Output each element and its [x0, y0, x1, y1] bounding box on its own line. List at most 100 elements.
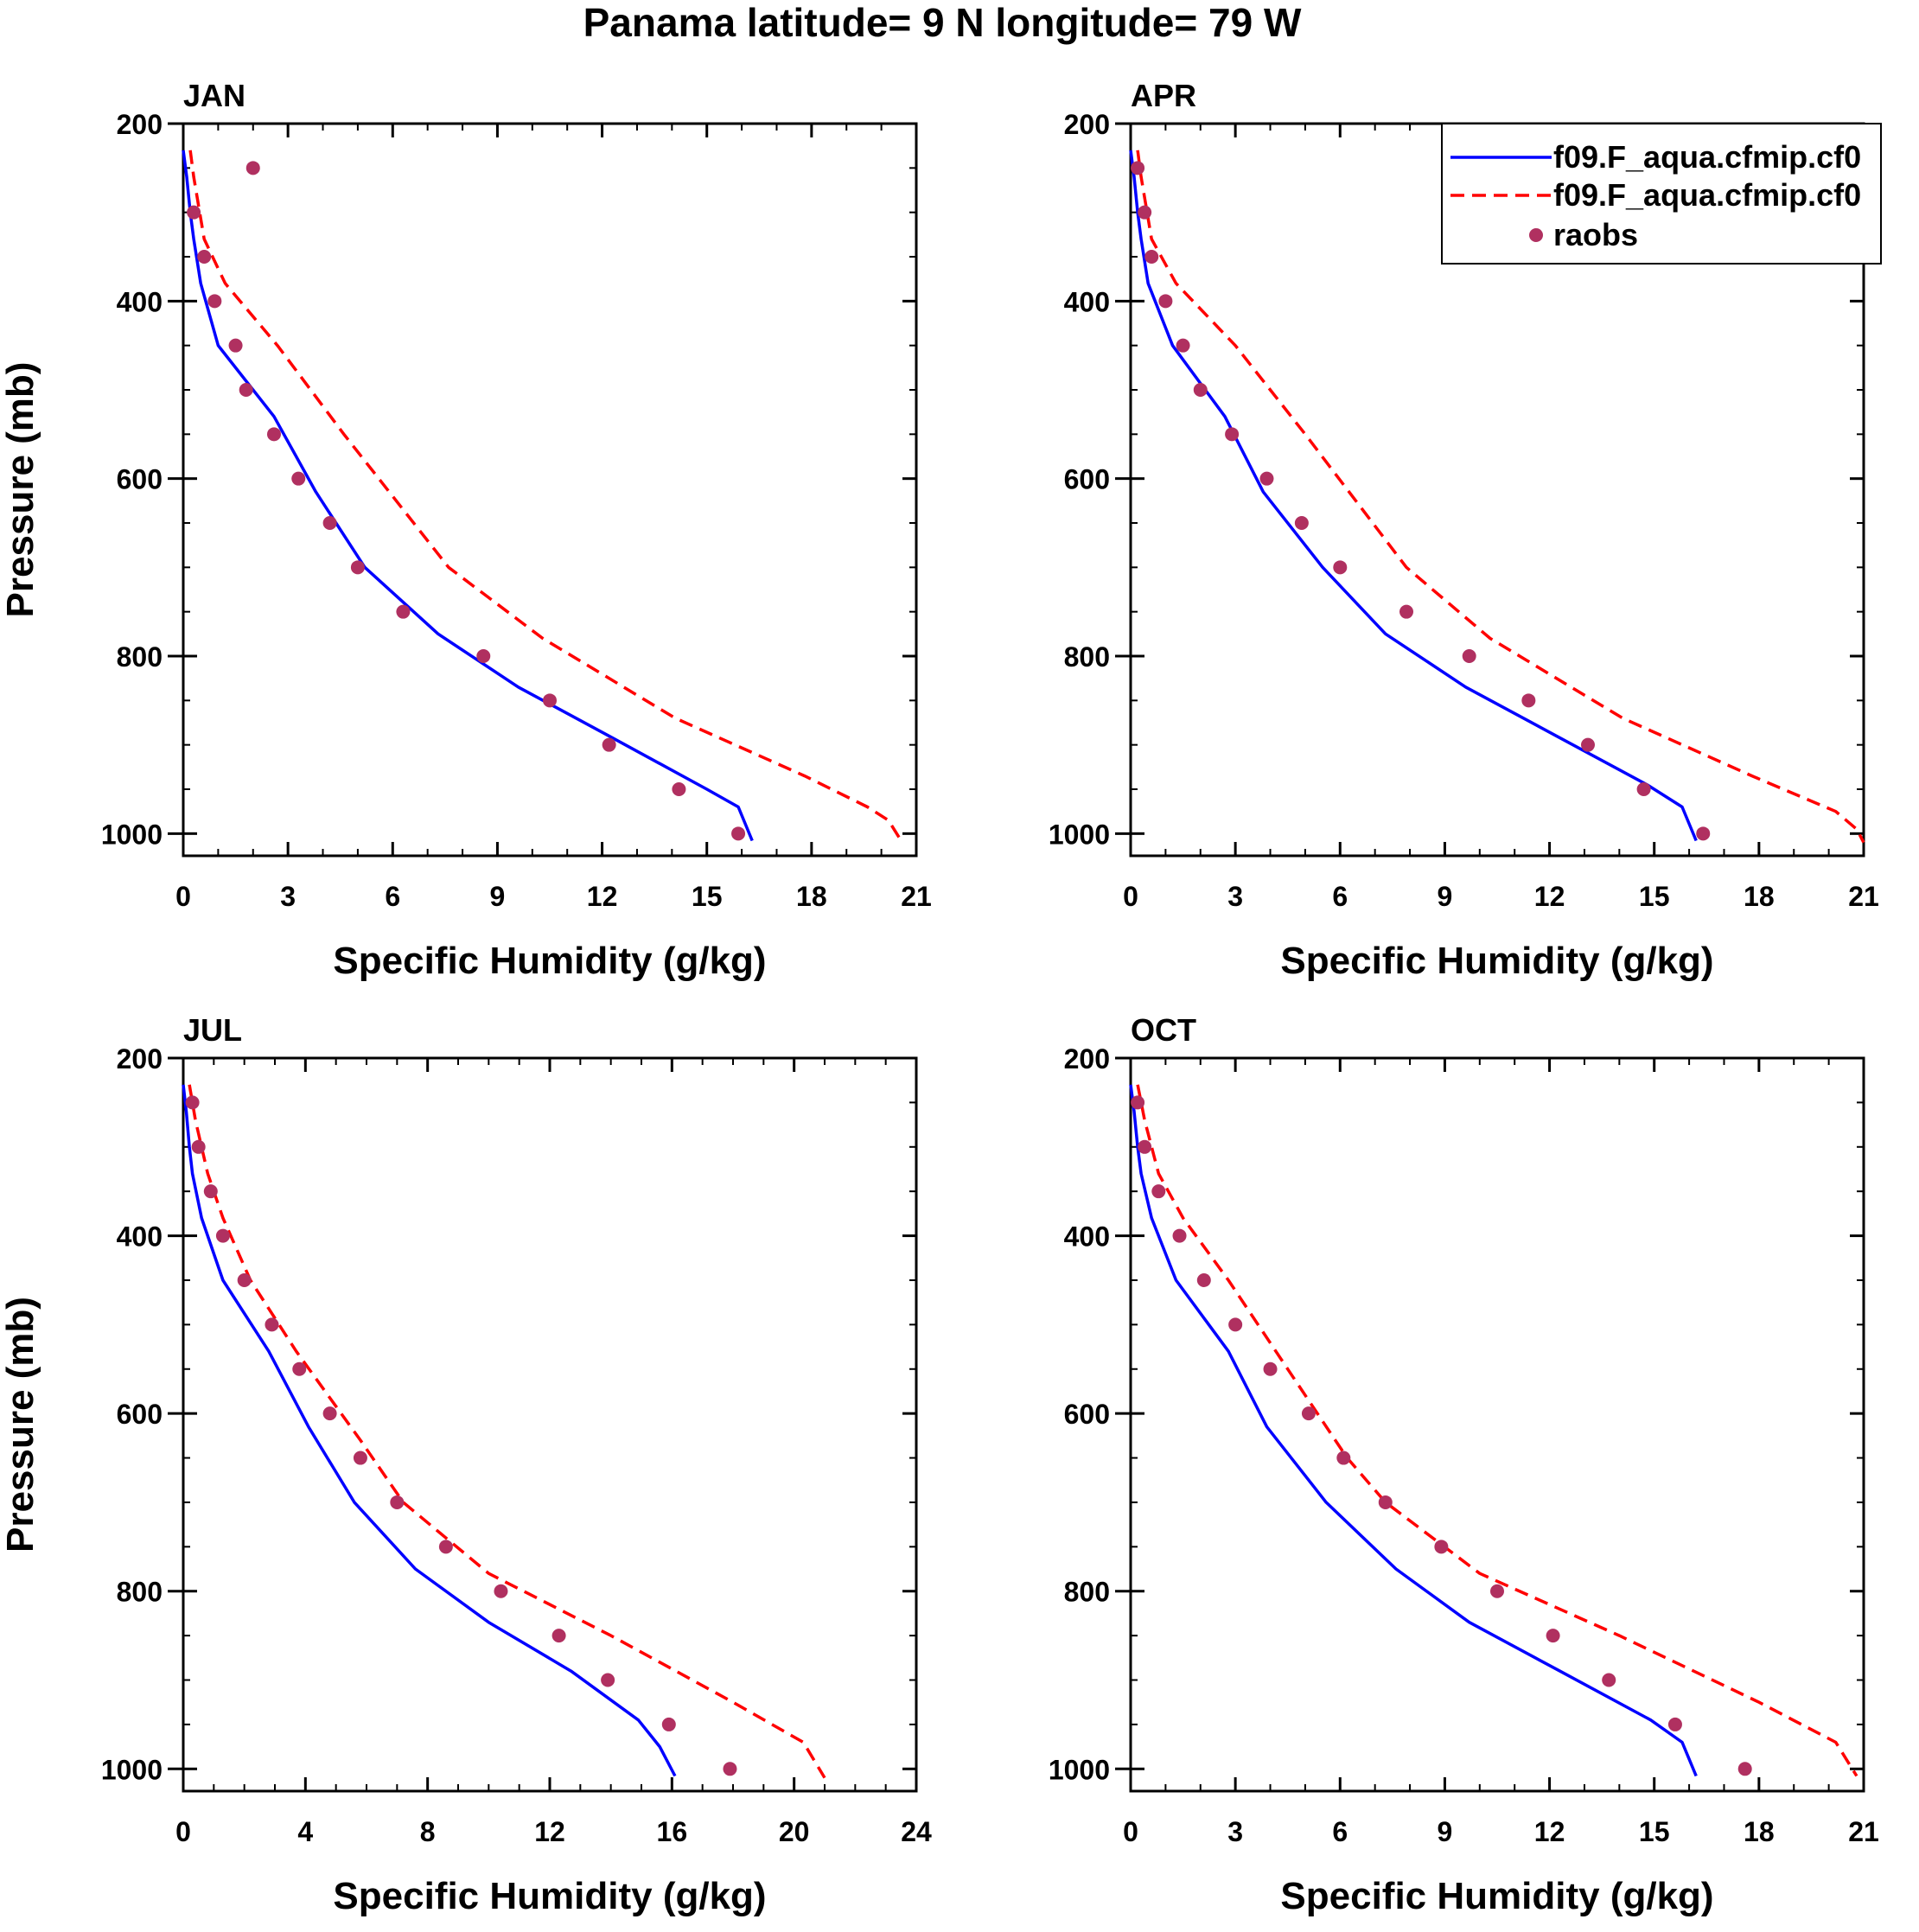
x-tick-label: 3	[280, 881, 296, 912]
raobs-point	[245, 161, 260, 175]
x-tick-label: 12	[1534, 1816, 1565, 1847]
x-tick-label: 4	[297, 1816, 313, 1847]
raobs-point	[1490, 1584, 1504, 1598]
raobs-point	[1462, 649, 1476, 663]
plot-frame	[182, 122, 918, 858]
x-axis-label: Specific Humidity (g/kg)	[1280, 940, 1713, 982]
raobs-point	[197, 250, 212, 264]
raobs-point	[1301, 1406, 1316, 1421]
raobs-point	[1521, 693, 1536, 708]
raobs-point	[1131, 1095, 1145, 1110]
raobs-point	[476, 649, 491, 663]
x-tick-label: 21	[901, 881, 932, 912]
y-tick-label: 400	[117, 286, 163, 317]
x-tick-label: 15	[1639, 881, 1670, 912]
x-tick-label: 6	[1332, 1816, 1348, 1847]
x-tick-label: 15	[692, 881, 723, 912]
panel-title: JAN	[183, 78, 245, 113]
raobs-point	[390, 1495, 405, 1509]
raobs-point	[353, 1451, 367, 1465]
panel-oct: OCT 0 3 6 9 12 15 18 21 200 400 600 800 1000 Specific …	[1049, 1012, 1879, 1917]
y-tick-label: 1000	[1049, 1754, 1110, 1785]
x-tick-label: 15	[1639, 1816, 1670, 1847]
x-tick-label: 12	[1534, 881, 1565, 912]
raobs-point	[1131, 161, 1145, 175]
raobs-point	[723, 1762, 737, 1776]
raobs-point	[228, 338, 243, 353]
raobs-point	[187, 205, 201, 220]
y-tick-label: 800	[1064, 1577, 1110, 1608]
y-tick-label: 400	[117, 1221, 163, 1253]
raobs-point	[291, 471, 306, 486]
raobs-point	[672, 782, 686, 796]
raobs-point	[1193, 383, 1208, 397]
legend-box	[1441, 123, 1882, 265]
x-tick-label: 12	[587, 881, 618, 912]
y-axis-label: Pressure (mb)	[0, 362, 41, 618]
y-tick-label: 200	[117, 1043, 163, 1074]
x-tick-label: 0	[1123, 881, 1138, 912]
model-line-dashed	[1136, 1084, 1858, 1777]
x-tick-label: 8	[420, 1816, 436, 1847]
legend-label: raobs	[1553, 217, 1638, 252]
raobs-point	[203, 1184, 218, 1199]
y-tick-label: 1000	[1049, 819, 1110, 850]
plot-frame	[1129, 1056, 1865, 1793]
raobs-point	[1546, 1629, 1560, 1643]
y-tick-label: 200	[1064, 1043, 1110, 1074]
raobs-point	[266, 427, 281, 442]
raobs-point	[1294, 516, 1309, 530]
y-tick-label: 800	[1064, 641, 1110, 673]
raobs-point	[661, 1717, 676, 1731]
y-tick-label: 600	[1064, 464, 1110, 495]
model-line-solid	[182, 1084, 677, 1777]
raobs-point	[602, 737, 616, 752]
raobs-point	[1158, 294, 1173, 309]
raobs-point	[1696, 826, 1711, 841]
x-tick-label: 18	[1744, 1816, 1775, 1847]
y-tick-label: 600	[117, 1399, 163, 1430]
raobs-point	[551, 1629, 566, 1643]
x-tick-label: 20	[779, 1816, 810, 1847]
x-axis-label: Specific Humidity (g/kg)	[333, 1875, 766, 1917]
raobs-point	[237, 1272, 252, 1287]
y-tick-label: 1000	[101, 1754, 163, 1785]
y-tick-label: 200	[1064, 109, 1110, 140]
raobs-point	[1138, 1139, 1152, 1154]
raobs-point	[1602, 1673, 1616, 1687]
raobs-point	[494, 1584, 508, 1598]
y-tick-label: 600	[117, 464, 163, 495]
panel-jan: JAN 0 3 6 9 12 15 18 21 200 400 600 800 1000 Specific …	[0, 78, 932, 982]
model-line-solid	[1129, 150, 1698, 842]
y-tick-label: 600	[1064, 1399, 1110, 1430]
model-line-dashed	[188, 1084, 826, 1779]
raobs-point	[1196, 1272, 1211, 1287]
y-tick-label: 800	[117, 1577, 163, 1608]
raobs-point	[1144, 250, 1159, 264]
x-tick-label: 0	[175, 881, 191, 912]
x-tick-label: 16	[657, 1816, 688, 1847]
x-tick-label: 3	[1227, 881, 1243, 912]
raobs-point	[1434, 1540, 1449, 1554]
x-tick-label: 21	[1848, 881, 1879, 912]
raobs-point	[1138, 205, 1152, 220]
raobs-point	[1580, 737, 1595, 752]
raobs-point	[1225, 427, 1240, 442]
legend-label: f09.F_aqua.cfmip.cf0	[1553, 139, 1861, 175]
x-tick-label: 21	[1848, 1816, 1879, 1847]
raobs-point	[207, 294, 222, 309]
x-tick-label: 9	[1438, 881, 1453, 912]
raobs-point	[1151, 1184, 1166, 1199]
raobs-point	[396, 604, 411, 619]
model-line-dashed	[1136, 150, 1865, 844]
x-tick-label: 24	[901, 1816, 932, 1847]
raobs-point	[1636, 782, 1651, 796]
raobs-point	[1228, 1317, 1243, 1332]
x-axis-label: Specific Humidity (g/kg)	[333, 940, 766, 982]
raobs-point	[731, 826, 746, 841]
legend-dot-marker	[1529, 228, 1543, 242]
x-tick-label: 3	[1227, 1816, 1243, 1847]
raobs-point	[191, 1139, 206, 1154]
raobs-point	[215, 1228, 230, 1243]
x-tick-label: 9	[1438, 1816, 1453, 1847]
